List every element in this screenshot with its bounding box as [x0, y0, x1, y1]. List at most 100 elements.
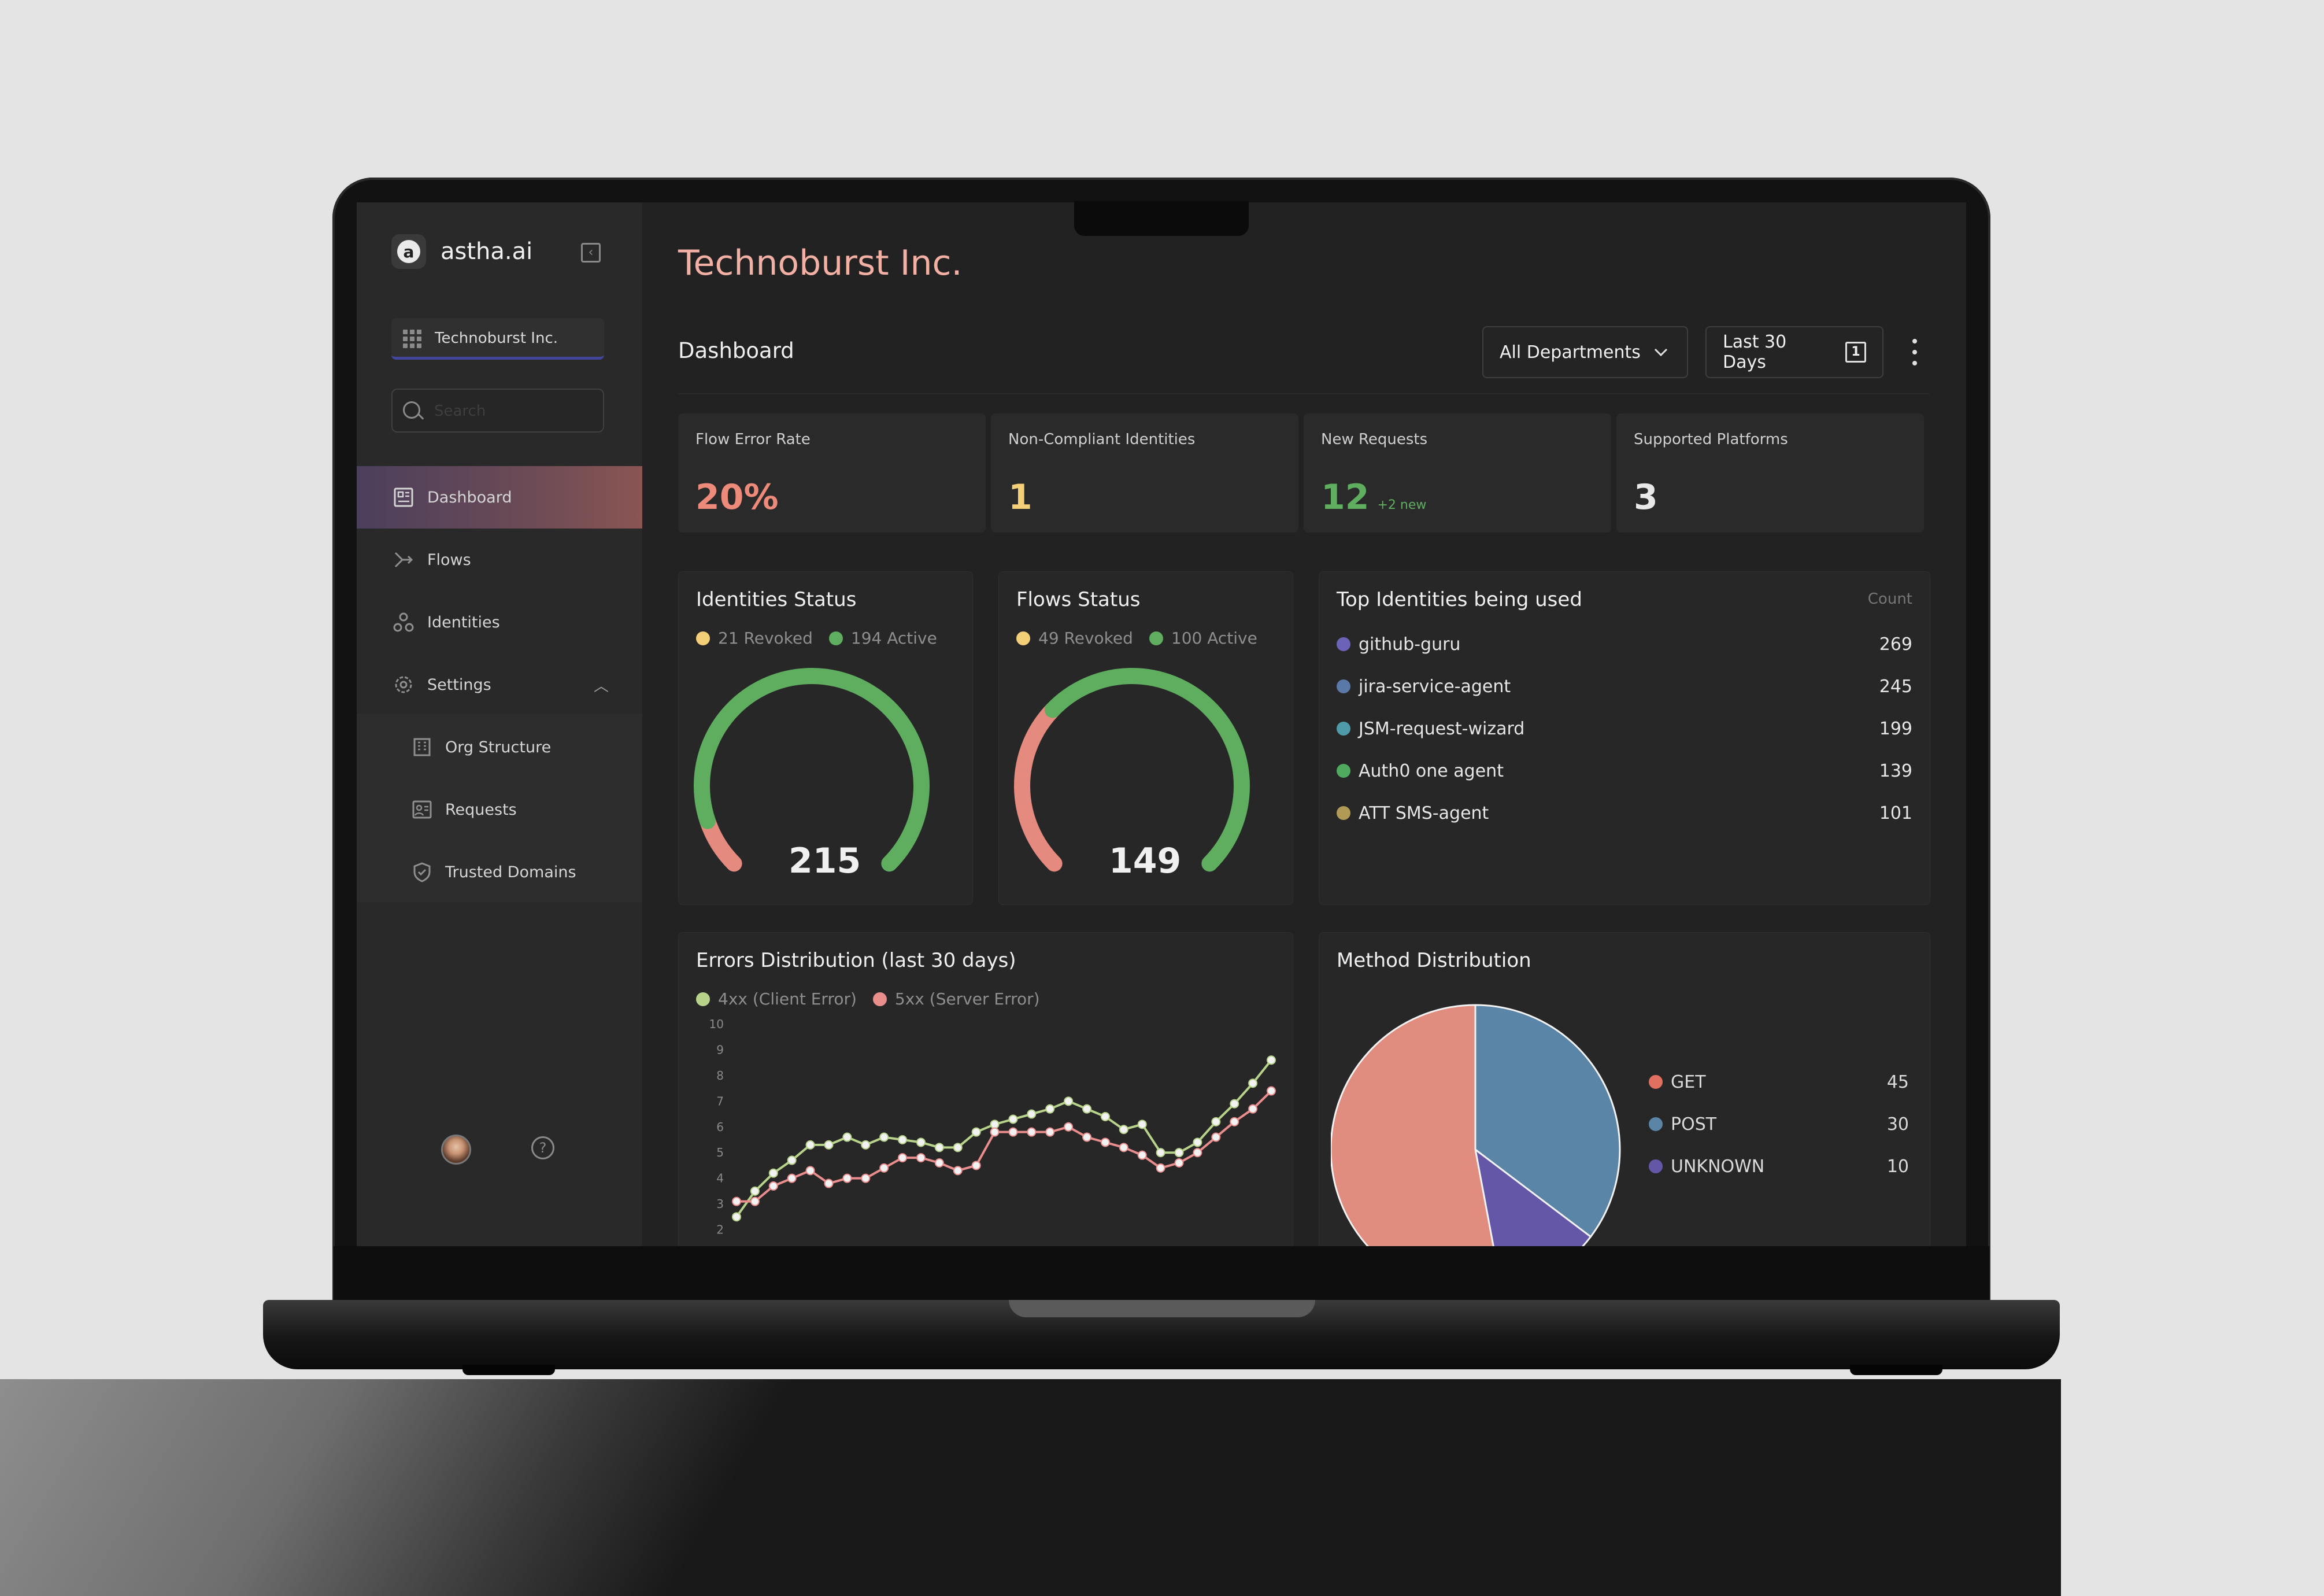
calendar-icon: 1 [1845, 342, 1866, 363]
data-point [1248, 1104, 1258, 1114]
y-tick-label: 9 [716, 1043, 724, 1056]
data-point [1193, 1148, 1202, 1158]
method-count: 30 [1886, 1114, 1909, 1135]
gauge-total: 149 [1109, 841, 1182, 881]
identity-name: Auth0 one agent [1359, 760, 1504, 781]
method-name: UNKNOWN [1671, 1156, 1765, 1177]
sidebar-item-label: Org Structure [445, 738, 552, 756]
stat-value-wrap: 12 +2 new [1321, 477, 1426, 518]
date-range-label: Last 30 Days [1723, 332, 1787, 372]
data-point [898, 1153, 908, 1163]
errors-distribution-card: Errors Distribution (last 30 days) 4xx (… [678, 932, 1293, 1246]
legend-dot [872, 992, 887, 1006]
method-row: UNKNOWN 10 [1649, 1152, 1909, 1181]
dashboard-icon [393, 486, 415, 508]
legend-active: 194 Active [850, 629, 937, 648]
method-name: POST [1671, 1114, 1717, 1135]
org-switcher[interactable]: Technoburst Inc. [391, 318, 604, 360]
chevron-up-icon[interactable]: ︿ [594, 677, 609, 695]
data-point [1211, 1132, 1221, 1142]
stat-label: Flow Error Rate [695, 431, 811, 448]
legend-dot [828, 631, 843, 645]
department-filter-dropdown[interactable]: All Departments [1482, 326, 1688, 378]
sidebar-item-identities[interactable]: Identities [357, 591, 642, 653]
data-point [879, 1132, 889, 1142]
stat-value: 1 [1008, 477, 1033, 518]
data-point [842, 1173, 852, 1183]
data-point [953, 1166, 963, 1176]
y-tick-label: 3 [716, 1197, 724, 1211]
sidebar-item-requests[interactable]: Requests [357, 778, 642, 841]
search-box [391, 389, 604, 433]
data-point [824, 1178, 834, 1188]
data-point [1008, 1114, 1018, 1124]
identity-row[interactable]: ATT SMS-agent 101 [1337, 799, 1912, 827]
stat-card-non-compliant: Non-Compliant Identities 1 [991, 413, 1298, 533]
data-point [787, 1173, 797, 1183]
identity-row[interactable]: jira-service-agent 245 [1337, 672, 1912, 701]
data-point [750, 1186, 760, 1196]
sidebar-item-dashboard[interactable]: Dashboard [357, 466, 642, 529]
identity-dot [1337, 637, 1350, 651]
y-tick-label: 10 [709, 1019, 724, 1031]
data-point [1064, 1122, 1074, 1132]
collapse-sidebar-icon[interactable]: ‹ [581, 243, 601, 263]
identity-row[interactable]: github-guru 269 [1337, 630, 1912, 659]
data-point [971, 1127, 981, 1137]
y-tick-label: 8 [716, 1069, 724, 1083]
card-title: Identities Status [696, 588, 857, 611]
flows-gauge [1014, 668, 1250, 872]
data-point [1267, 1086, 1276, 1096]
more-options-icon[interactable] [1912, 339, 1918, 365]
settings-icon [393, 674, 415, 696]
stat-label: Supported Platforms [1634, 431, 1788, 448]
help-icon[interactable]: ? [531, 1136, 554, 1159]
sidebar-item-org-structure[interactable]: Org Structure [357, 716, 642, 778]
legend-client-error: 4xx (Client Error) [718, 989, 857, 1008]
camera-notch [1074, 201, 1249, 236]
gauge-active-arc [1044, 668, 1250, 872]
identity-dot [1337, 764, 1350, 778]
app-logo[interactable]: a [391, 234, 426, 269]
identity-row[interactable]: Auth0 one agent 139 [1337, 756, 1912, 785]
data-point [1174, 1158, 1184, 1168]
identity-count: 199 [1879, 718, 1912, 739]
data-point [1100, 1137, 1110, 1147]
identity-count: 101 [1879, 803, 1912, 823]
legend-server-error: 5xx (Server Error) [894, 989, 1040, 1008]
logo-letter: a [397, 240, 420, 263]
method-count: 10 [1886, 1156, 1909, 1177]
laptop-bezel [334, 1246, 1989, 1304]
sidebar-item-trusted-domains[interactable]: Trusted Domains [357, 841, 642, 903]
identity-name: JSM-request-wizard [1359, 718, 1525, 739]
card-title: Flows Status [1016, 588, 1141, 611]
data-point [1100, 1112, 1110, 1121]
date-range-filter[interactable]: Last 30 Days 1 [1705, 326, 1883, 378]
data-point [750, 1196, 760, 1206]
sidebar-item-flows[interactable]: Flows [357, 529, 642, 591]
data-point [1156, 1163, 1165, 1173]
data-point [1064, 1096, 1074, 1106]
data-point [1248, 1078, 1258, 1088]
user-avatar[interactable] [441, 1135, 471, 1165]
identity-dot [1337, 722, 1350, 736]
method-name: GET [1671, 1072, 1706, 1092]
sidebar-item-label: Identities [427, 613, 500, 631]
card-title: Method Distribution [1337, 949, 1531, 972]
laptop-foot [1850, 1365, 1942, 1375]
data-point [1230, 1099, 1239, 1109]
laptop-foot [462, 1365, 555, 1375]
sidebar-item-settings[interactable]: Settings ︿ [357, 653, 642, 716]
sidebar-item-label: Requests [445, 800, 517, 819]
data-point [824, 1140, 834, 1150]
data-point [934, 1158, 944, 1168]
identity-name: ATT SMS-agent [1359, 803, 1489, 823]
stat-value: 12 [1321, 477, 1370, 518]
series-line-client-error [735, 1059, 1272, 1218]
stat-card-flow-error-rate: Flow Error Rate 20% [678, 413, 986, 533]
y-tick-label: 4 [716, 1172, 724, 1185]
search-input[interactable] [433, 399, 597, 423]
legend-dot [1016, 631, 1030, 645]
data-point [898, 1135, 908, 1144]
identity-row[interactable]: JSM-request-wizard 199 [1337, 714, 1912, 743]
